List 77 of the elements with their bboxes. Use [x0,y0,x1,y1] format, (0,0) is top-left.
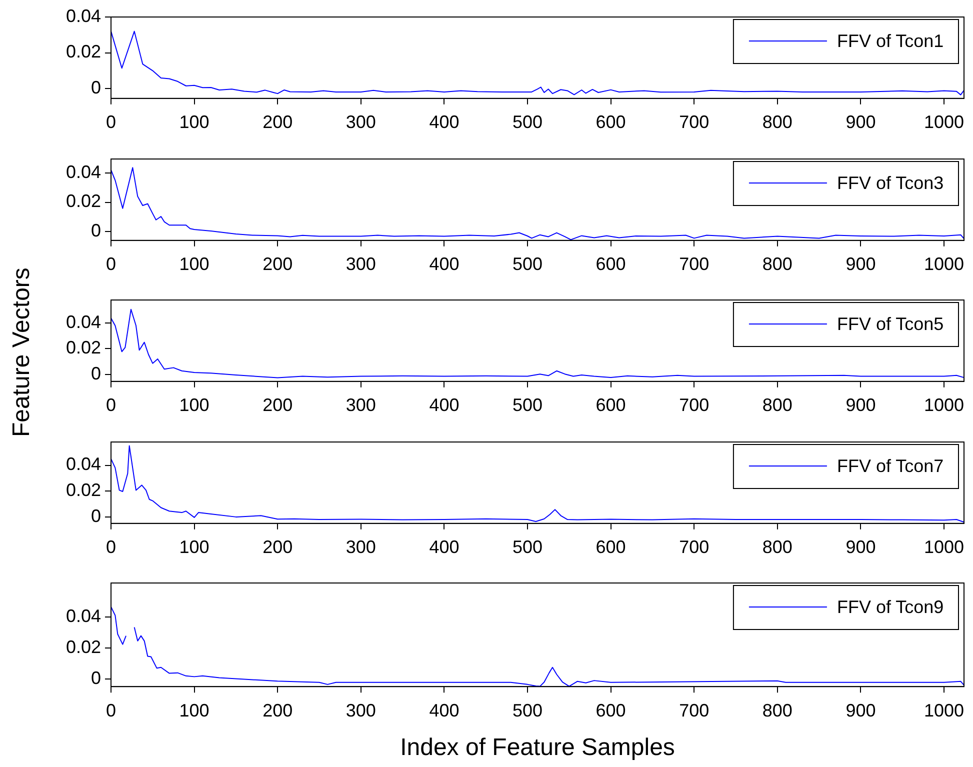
x-axis-title: Index of Feature Samples [400,734,675,762]
y-axis-title: Feature Vectors [8,268,36,437]
x-tick-label: 100 [179,395,210,416]
y-tick-label: 0.02 [66,191,101,212]
legend-label: FFV of Tcon9 [836,596,944,617]
legend-label: FFV of Tcon7 [836,456,944,476]
x-tick-label: 800 [762,112,792,132]
x-tick-label: 300 [346,254,376,274]
x-tick-label: 600 [596,112,626,132]
legend-label: FFV of Tcon1 [836,30,944,51]
y-tick-label: 0 [90,220,101,241]
x-tick-label: 0 [106,537,116,558]
y-tick-label: 0.02 [66,338,101,358]
x-tick-label: 800 [762,254,792,274]
x-tick-label: 100 [179,537,210,558]
y-tick-label: 0.04 [66,312,101,332]
x-tick-label: 400 [429,537,460,558]
y-tick-label: 0 [90,363,101,384]
x-tick-label: 400 [429,254,460,274]
x-tick-label: 800 [762,395,792,416]
x-tick-label: 400 [429,700,460,720]
x-tick-label: 700 [679,700,710,720]
x-tick-label: 500 [512,700,543,720]
x-tick-label: 200 [262,700,293,720]
x-tick-label: 700 [679,395,710,416]
x-tick-label: 600 [596,254,626,274]
x-tick-label: 900 [846,112,876,132]
x-tick-label: 100 [179,112,210,132]
x-tick-label: 400 [429,112,460,132]
y-tick-label: 0.04 [66,162,101,182]
legend-label: FFV of Tcon5 [836,314,944,334]
x-tick-label: 900 [846,537,876,558]
y-tick-label: 0.02 [66,480,101,500]
x-tick-label: 600 [596,537,626,558]
x-tick-label: 600 [596,395,626,416]
x-tick-label: 0 [106,112,116,132]
x-tick-label: 1000 [924,395,964,416]
x-tick-label: 900 [846,254,876,274]
x-tick-label: 900 [846,700,876,720]
x-tick-label: 100 [179,700,210,720]
x-tick-label: 0 [106,254,116,274]
y-tick-label: 0.02 [66,637,101,658]
x-tick-label: 800 [762,700,792,720]
x-tick-label: 0 [106,700,116,720]
x-tick-label: 500 [512,254,543,274]
x-tick-label: 300 [346,395,376,416]
x-tick-label: 200 [262,254,293,274]
x-tick-label: 1000 [924,700,964,720]
x-tick-label: 200 [262,112,293,132]
x-tick-label: 700 [679,254,710,274]
y-tick-label: 0.04 [66,606,101,626]
legend-label: FFV of Tcon3 [836,172,944,193]
y-tick-label: 0 [90,668,101,688]
y-tick-label: 0 [90,506,101,526]
y-tick-label: 0 [90,78,101,98]
x-tick-label: 200 [262,537,293,558]
x-tick-label: 300 [346,537,376,558]
y-tick-label: 0.04 [66,6,101,26]
x-tick-label: 1000 [924,537,964,558]
x-tick-label: 500 [512,537,543,558]
x-tick-label: 1000 [924,112,964,132]
x-tick-label: 700 [679,112,710,132]
x-tick-label: 100 [179,254,210,274]
x-tick-label: 0 [106,395,116,416]
x-tick-label: 500 [512,112,543,132]
y-tick-label: 0.02 [66,42,101,62]
x-tick-label: 300 [346,700,376,720]
y-tick-label: 0.04 [66,454,101,474]
x-tick-label: 600 [596,700,626,720]
x-tick-label: 900 [846,395,876,416]
x-tick-label: 700 [679,537,710,558]
x-tick-label: 200 [262,395,293,416]
x-tick-label: 800 [762,537,792,558]
x-tick-label: 500 [512,395,543,416]
x-tick-label: 1000 [924,254,964,274]
x-tick-label: 300 [346,112,376,132]
x-tick-label: 400 [429,395,460,416]
